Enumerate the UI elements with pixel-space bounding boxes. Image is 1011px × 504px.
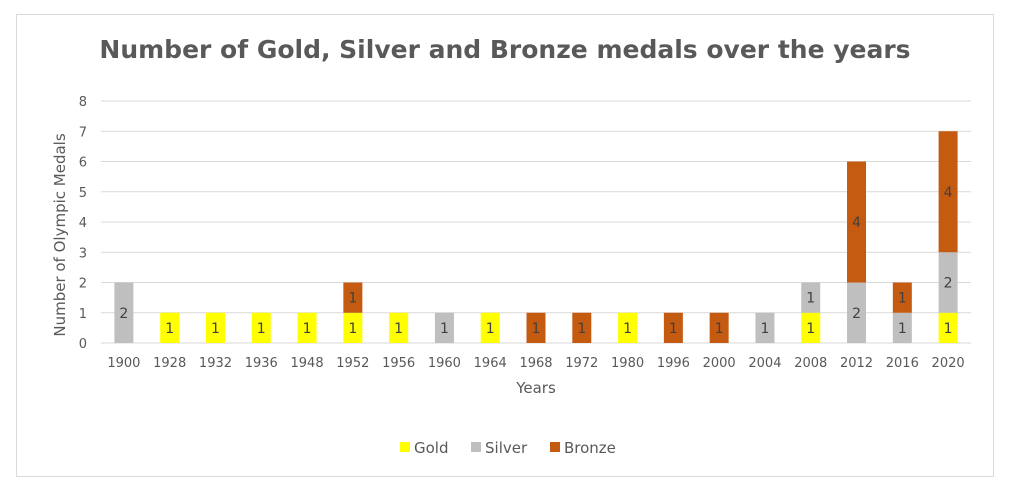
y-axis-ticks: 0 1 2 3 4 5 6 7 8: [79, 95, 87, 352]
chart-title: Number of Gold, Silver and Bronze medals…: [99, 35, 910, 64]
x-tick-label: 2008: [794, 356, 827, 371]
bar-silver: [938, 252, 958, 313]
y-tick-label: 4: [79, 216, 87, 231]
x-tick-label: 2004: [748, 356, 781, 371]
y-tick-label: 5: [79, 186, 87, 201]
bar-bronze: [709, 312, 729, 343]
y-tick-label: 8: [79, 95, 87, 110]
x-tick-label: 2000: [703, 356, 736, 371]
data-label: 1: [669, 321, 678, 337]
bar-bronze: [343, 282, 363, 313]
y-tick-label: 6: [79, 156, 87, 171]
x-tick-label: 1956: [382, 356, 415, 371]
bar-silver: [755, 312, 775, 343]
data-label: 1: [715, 321, 724, 337]
data-label: 1: [486, 321, 495, 337]
bar-gold: [297, 312, 317, 343]
y-tick-label: 1: [79, 307, 87, 322]
bar-gold: [801, 312, 821, 343]
y-tick-label: 0: [79, 337, 87, 352]
x-tick-label: 1928: [153, 356, 186, 371]
bar-gold: [251, 312, 271, 343]
data-label: 2: [119, 306, 128, 322]
x-tick-label: 1936: [245, 356, 278, 371]
data-label: 2: [944, 276, 953, 292]
y-axis-label: Number of Olympic Medals: [51, 133, 69, 336]
bar-silver: [114, 282, 134, 343]
data-label: 1: [211, 321, 220, 337]
data-label: 1: [898, 321, 907, 337]
x-tick-label: 1964: [474, 356, 507, 371]
x-tick-label: 1968: [519, 356, 552, 371]
data-label: 1: [257, 321, 266, 337]
data-label: 1: [165, 321, 174, 337]
data-label: 2: [852, 306, 861, 322]
data-label: 4: [944, 185, 953, 201]
bar-silver: [434, 312, 454, 343]
legend-label-silver: Silver: [485, 439, 528, 457]
data-label: 1: [440, 321, 449, 337]
legend-label-gold: Gold: [414, 439, 449, 457]
x-tick-label: 1932: [199, 356, 232, 371]
legend-swatch-silver: [471, 442, 481, 452]
x-tick-label: 1952: [336, 356, 369, 371]
data-label: 1: [348, 321, 357, 337]
data-label: 1: [760, 321, 769, 337]
legend-swatch-bronze: [550, 442, 560, 452]
bar-silver: [847, 282, 867, 343]
x-tick-label: 2016: [886, 356, 919, 371]
y-tick-label: 3: [79, 246, 87, 261]
x-tick-label: 1972: [565, 356, 598, 371]
data-label: 1: [806, 321, 815, 337]
bar-gold: [938, 312, 958, 343]
data-label: 1: [348, 291, 357, 307]
bar-bronze: [663, 312, 683, 343]
data-label: 1: [944, 321, 953, 337]
x-tick-label: 1980: [611, 356, 644, 371]
chart-frame: Number of Gold, Silver and Bronze medals…: [16, 14, 994, 477]
y-tick-label: 2: [79, 277, 87, 292]
x-tick-label: 2012: [840, 356, 873, 371]
legend-label-bronze: Bronze: [564, 439, 616, 457]
bar-bronze: [892, 282, 912, 313]
legend: Gold Silver Bronze: [400, 439, 616, 457]
bar-bronze: [572, 312, 592, 343]
bars: 2 1 1 1 1 1 1 1 1 1 1 1 1 1 1 1 1 1 2 4 1 1 1 2 4: [114, 131, 958, 343]
x-tick-label: 2020: [932, 356, 965, 371]
bar-gold: [618, 312, 638, 343]
data-label: 1: [806, 291, 815, 307]
x-tick-label: 1960: [428, 356, 461, 371]
x-tick-label: 1996: [657, 356, 690, 371]
legend-swatch-gold: [400, 442, 410, 452]
bar-silver: [892, 312, 912, 343]
bar-gold: [480, 312, 500, 343]
x-axis-ticks: 1900 1928 1932 1936 1948 1952 1956 1960 1964 1968…: [107, 356, 964, 371]
x-tick-label: 1900: [107, 356, 140, 371]
data-label: 1: [623, 321, 632, 337]
data-label: 1: [577, 321, 586, 337]
data-label: 1: [394, 321, 403, 337]
y-tick-label: 7: [79, 125, 87, 140]
gridlines: [101, 100, 971, 344]
data-label: 4: [852, 215, 861, 231]
bar-bronze: [938, 131, 958, 253]
x-tick-label: 1948: [291, 356, 324, 371]
bar-bronze: [847, 161, 867, 283]
bar-gold: [343, 312, 363, 343]
bar-gold: [389, 312, 409, 343]
data-label: 1: [303, 321, 312, 337]
bar-gold: [160, 312, 180, 343]
x-axis-label: Years: [515, 379, 556, 397]
bar-bronze: [526, 312, 546, 343]
data-label: 1: [898, 291, 907, 307]
bar-silver: [801, 282, 821, 313]
data-label: 1: [532, 321, 541, 337]
bar-gold: [205, 312, 225, 343]
stacked-bar-chart: Number of Gold, Silver and Bronze medals…: [51, 35, 971, 457]
